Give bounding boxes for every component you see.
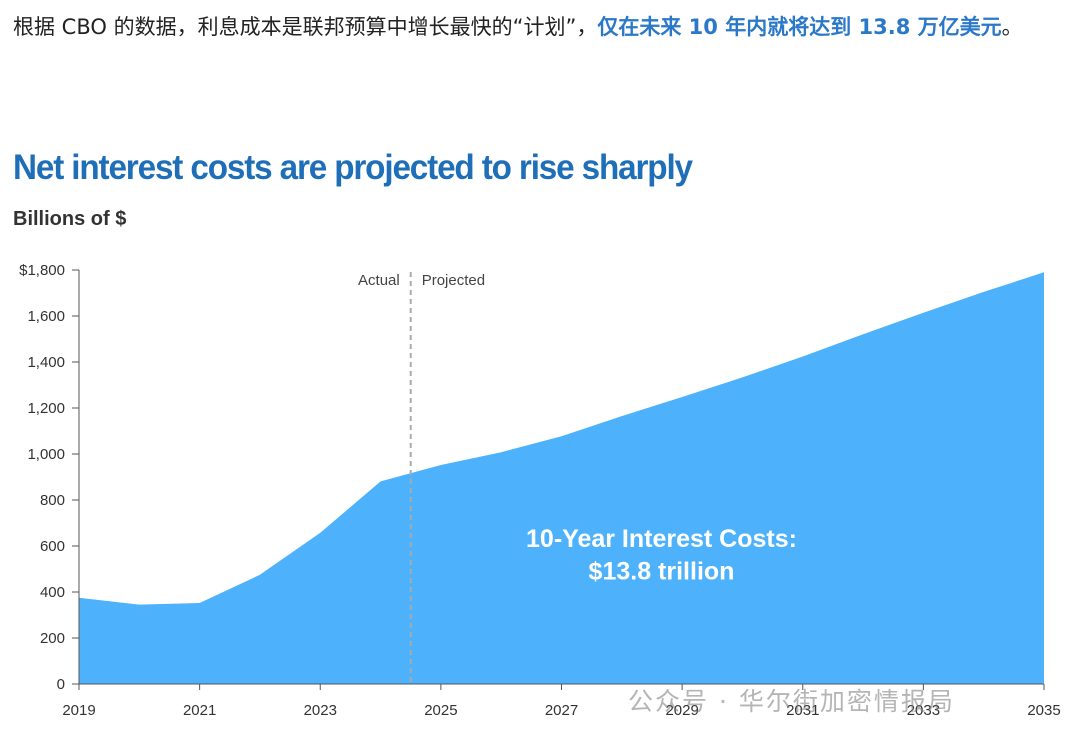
- projected-label: Projected: [422, 272, 485, 289]
- x-tick-label: 2019: [62, 702, 95, 719]
- x-tick-label: 2021: [183, 702, 216, 719]
- y-tick-label: 1,600: [27, 308, 65, 325]
- x-tick-label: 2033: [907, 702, 940, 719]
- y-tick-label: 1,200: [27, 400, 65, 417]
- annotation-line-2: $13.8 trillion: [589, 557, 735, 585]
- watermark: 公众号 · 华尔街加密情报局: [628, 687, 955, 716]
- annotation-line-1: 10-Year Interest Costs:: [526, 525, 797, 553]
- x-tick-label: 2027: [545, 702, 578, 719]
- x-tick-label: 2035: [1027, 702, 1060, 719]
- actual-label: Actual: [358, 272, 400, 289]
- x-tick-label: 2031: [786, 702, 819, 719]
- x-tick-label: 2025: [424, 702, 457, 719]
- y-tick-label: 0: [57, 676, 65, 693]
- intro-paragraph: 根据 CBO 的数据，利息成本是联邦预算中增长最快的“计划”，仅在未来 10 年…: [13, 10, 1063, 44]
- x-tick-label: 2023: [304, 702, 337, 719]
- y-tick-label: 1,000: [27, 446, 65, 463]
- y-tick-label: 1,400: [27, 354, 65, 371]
- x-tick-group: 2019 2021 2023 2025 2027 2029 2031 2033 2035: [62, 684, 1061, 719]
- y-tick-label: 200: [40, 630, 65, 647]
- interest-cost-area: [79, 272, 1044, 684]
- y-axis-label: Billions of $: [13, 208, 127, 230]
- intro-end: 。: [1001, 15, 1023, 39]
- intro-highlight: 仅在未来 10 年内就将达到 13.8 万亿美元: [597, 15, 1002, 39]
- x-tick-label: 2029: [665, 702, 698, 719]
- chart-title: Net interest costs are projected to rise…: [13, 148, 693, 187]
- y-tick-label: $1,800: [19, 262, 65, 279]
- y-tick-label: 400: [40, 584, 65, 601]
- intro-text: 根据 CBO 的数据，利息成本是联邦预算中增长最快的“计划”，: [13, 15, 598, 39]
- y-tick-label: 600: [40, 538, 65, 555]
- y-tick-label: 800: [40, 492, 65, 509]
- area-chart: $1,8001,6001,4001,2001,0008006004002000 …: [19, 262, 1061, 719]
- y-tick-group: $1,800 1,600 1,400 1,200 1,000 800 600 400 200 0: [19, 262, 79, 693]
